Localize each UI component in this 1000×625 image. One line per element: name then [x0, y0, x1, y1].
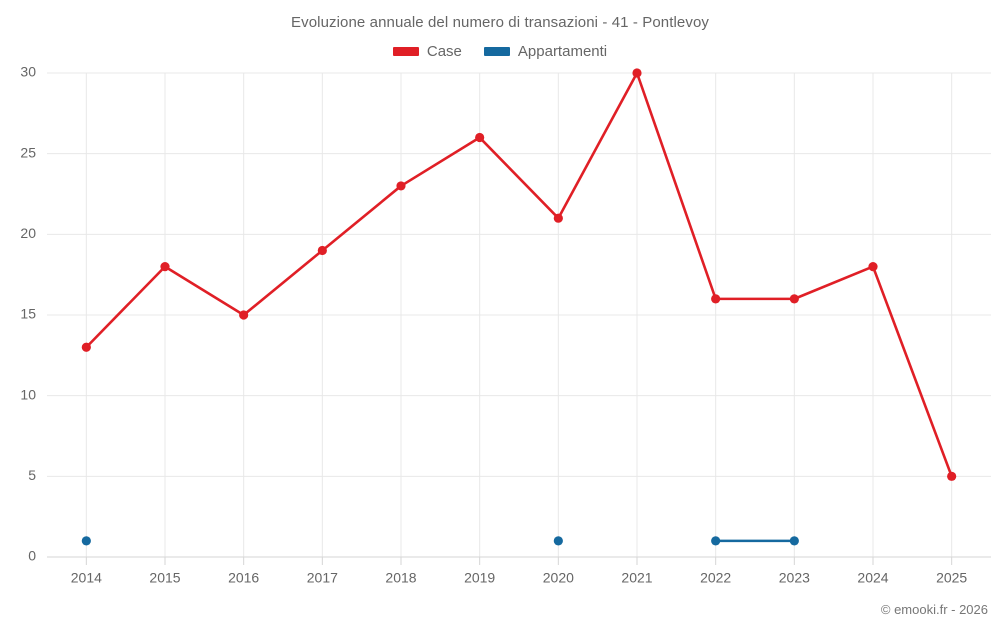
- x-tick-label: 2016: [228, 569, 259, 585]
- y-tick-label: 20: [20, 225, 36, 241]
- legend-swatch-case: [392, 47, 419, 56]
- y-tick-label: 15: [20, 306, 36, 322]
- data-point[interactable]: [789, 294, 799, 304]
- data-point[interactable]: [868, 262, 878, 272]
- legend-item-case[interactable]: Case: [392, 43, 462, 60]
- data-point[interactable]: [553, 536, 563, 546]
- y-tick-label: 30: [20, 64, 36, 80]
- y-tick-label: 5: [28, 467, 36, 483]
- data-point[interactable]: [947, 471, 957, 481]
- x-tick-label: 2025: [936, 569, 967, 585]
- x-tick-label: 2014: [71, 569, 102, 585]
- data-point[interactable]: [396, 181, 406, 191]
- x-tick-label: 2015: [149, 569, 180, 585]
- data-point[interactable]: [789, 536, 799, 546]
- x-tick-label: 2024: [857, 569, 888, 585]
- series-appartamenti: [81, 536, 799, 546]
- footer-credit: © emooki.fr - 2026: [880, 602, 988, 617]
- data-point[interactable]: [632, 68, 642, 78]
- x-tick-label: 2017: [307, 569, 338, 585]
- x-tick-label: 2020: [543, 569, 574, 585]
- y-tick-label: 25: [20, 144, 36, 160]
- data-point[interactable]: [475, 132, 485, 143]
- data-point[interactable]: [711, 536, 721, 546]
- data-point[interactable]: [553, 213, 563, 223]
- series-case: [81, 68, 957, 481]
- y-tick-label: 10: [20, 386, 36, 402]
- legend-swatch-appartamenti: [483, 47, 510, 56]
- data-point[interactable]: [160, 262, 170, 272]
- x-tick-label: 2022: [700, 569, 731, 585]
- x-tick-label: 2019: [464, 569, 495, 585]
- legend-item-appartamenti[interactable]: Appartamenti: [483, 43, 608, 60]
- data-point[interactable]: [239, 310, 249, 320]
- series-line: [85, 71, 953, 478]
- chart-legend: Case Appartamenti: [0, 44, 1000, 59]
- data-point[interactable]: [81, 536, 91, 546]
- data-point[interactable]: [711, 294, 721, 304]
- legend-label-case: Case: [426, 43, 462, 60]
- x-tick-label: 2021: [621, 569, 652, 585]
- data-point[interactable]: [81, 342, 91, 352]
- x-tick-label: 2023: [779, 569, 810, 585]
- y-tick-label: 0: [28, 548, 36, 564]
- legend-label-appartamenti: Appartamenti: [517, 43, 608, 60]
- x-tick-label: 2018: [385, 569, 416, 585]
- chart-title: Evoluzione annuale del numero di transaz…: [290, 14, 709, 31]
- data-point[interactable]: [317, 245, 327, 256]
